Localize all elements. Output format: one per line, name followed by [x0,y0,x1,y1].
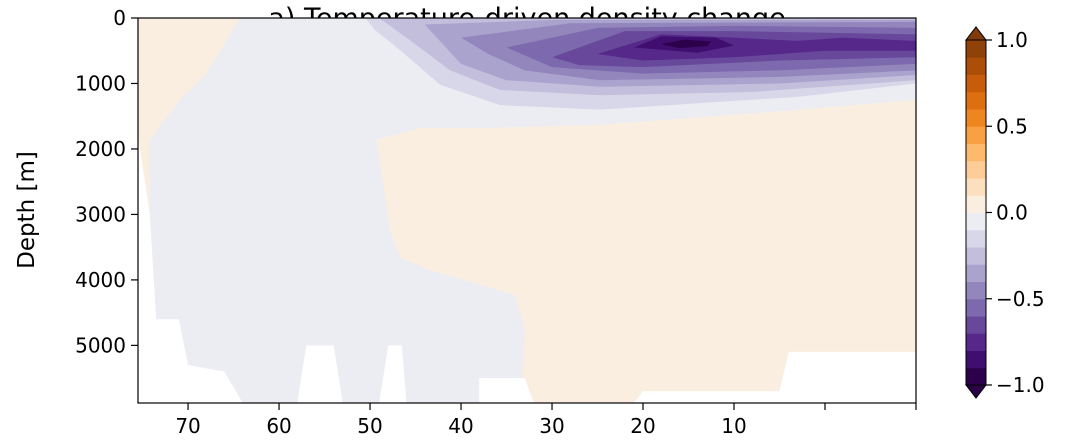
contour-region [149,18,917,403]
plot-frame [137,17,917,404]
colorbar-tick-label: 0.5 [996,114,1028,138]
colorbar-tick-label: 0.0 [996,201,1028,225]
colorbar-band [966,74,986,93]
x-tick-label: 60 [266,414,291,438]
y-tick-label: 1000 [75,71,126,95]
y-tick-label: 4000 [75,268,126,292]
colorbar-extend-under [964,384,988,399]
x-tick-label: 20 [630,414,655,438]
x-tick-label: 30 [539,414,564,438]
colorbar-tick-label: 1.0 [996,28,1028,52]
colorbar-band [966,57,986,75]
y-tick-label: 5000 [75,333,126,357]
colorbar-band [966,367,986,386]
colorbar-band [966,298,986,317]
colorbar-band [966,91,986,110]
colorbar-band [966,333,986,351]
y-tick-label: 3000 [75,202,126,226]
x-tick-label: 10 [721,414,746,438]
colorbar-band [966,178,986,196]
colorbar-band [966,281,986,300]
colorbar-band [966,229,986,248]
colorbar-band [966,160,986,179]
colorbar-extend-over [964,26,988,41]
colorbar-band [966,126,986,144]
colorbar-band [966,143,986,162]
bathymetry [138,135,916,403]
colorbar-band [966,212,986,231]
colorbar-tick-label: −1.0 [996,373,1045,397]
colorbar-band [966,264,986,282]
colorbar-band [966,247,986,265]
colorbar-band [966,109,986,127]
x-tick-label: 40 [448,414,473,438]
y-axis-label: Depth [m] [14,151,40,269]
contour-region [661,39,712,49]
x-tick-label: 70 [175,414,200,438]
y-tick-label: 2000 [75,137,126,161]
colorbar-tick-label: −0.5 [996,287,1045,311]
colorbar-band [966,195,986,213]
y-tick-label: 0 [113,6,126,30]
x-tick-label: 50 [357,414,382,438]
colorbar-band [966,316,986,334]
colorbar-band [966,350,986,369]
colorbar-band [966,40,986,58]
